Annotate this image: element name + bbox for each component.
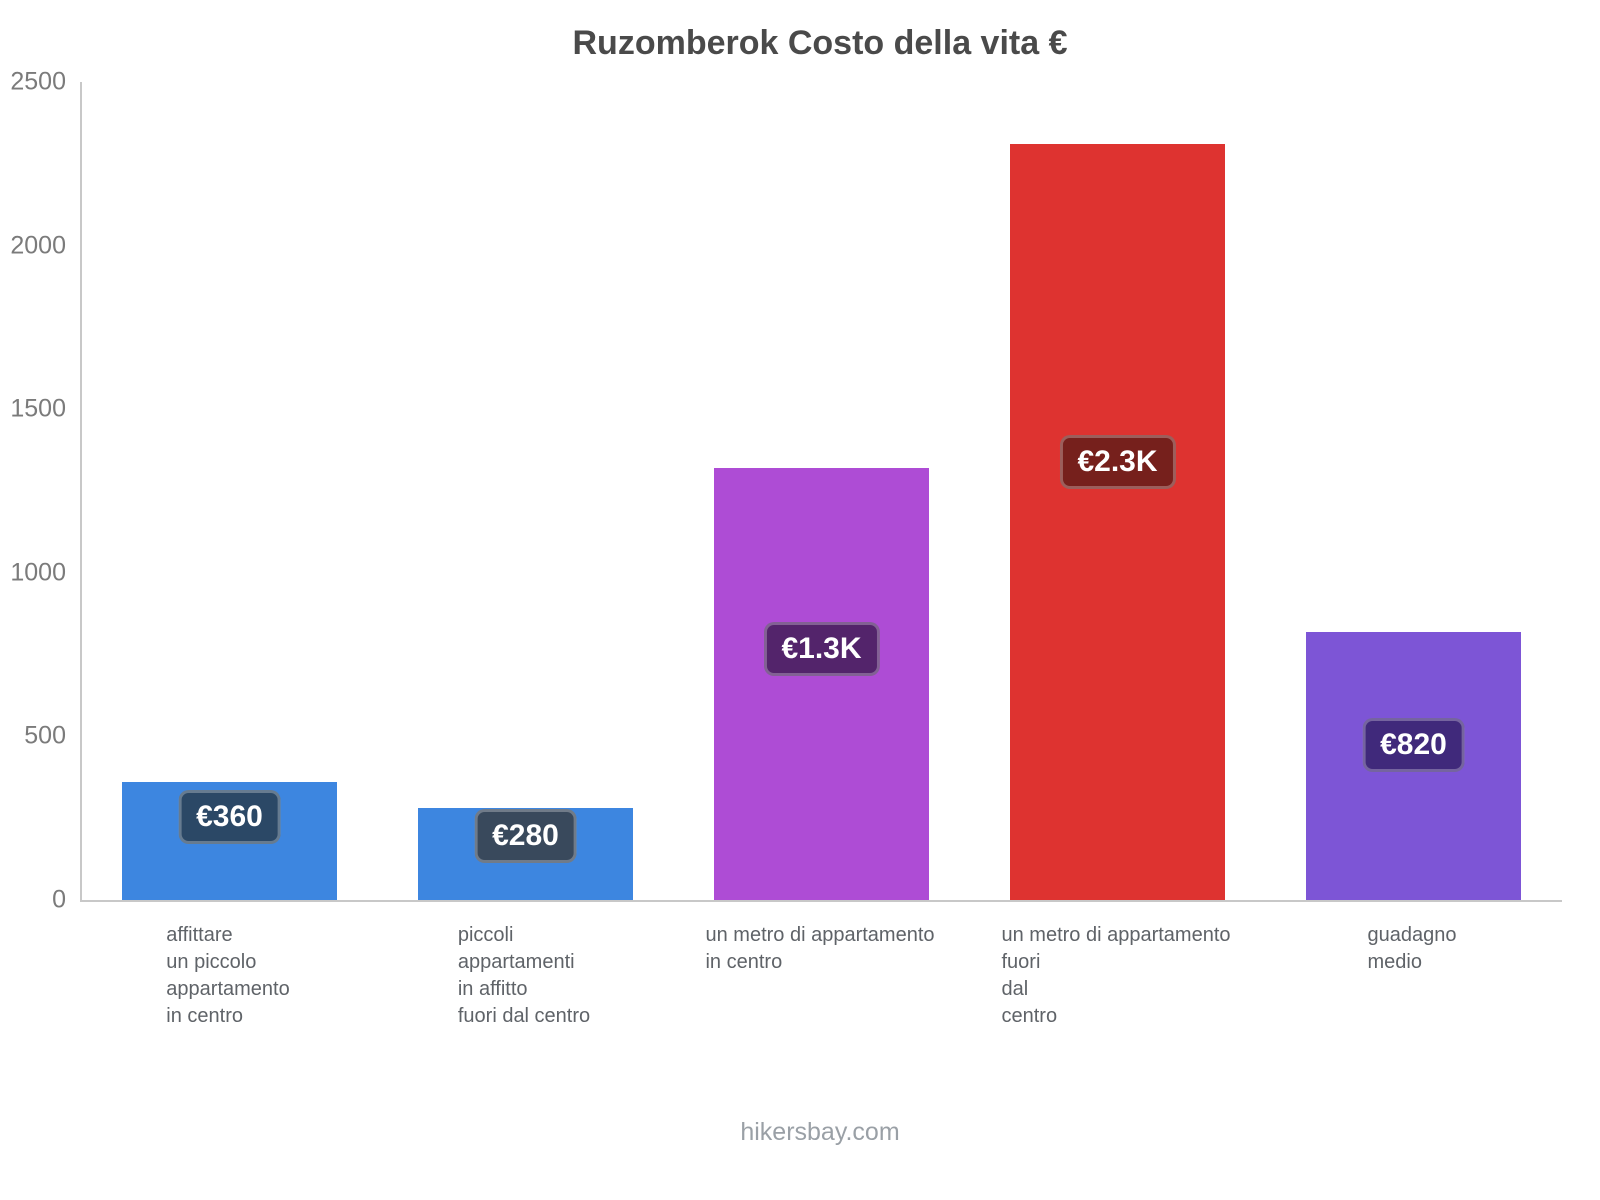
bar-value-badge: €2.3K bbox=[1059, 434, 1176, 489]
x-axis-label: piccoli appartamenti in affitto fuori da… bbox=[457, 924, 591, 1027]
y-axis-tick-label: 1000 bbox=[10, 558, 66, 587]
x-axis-label: un metro di appartamento fuori dal centr… bbox=[1001, 924, 1231, 1027]
bar bbox=[1010, 144, 1225, 900]
x-axis-label: affittare un piccolo appartamento in cen… bbox=[166, 924, 290, 1027]
chart-title: Ruzomberok Costo della vita € bbox=[572, 24, 1068, 62]
bar bbox=[714, 468, 929, 900]
y-axis-tick-label: 1500 bbox=[10, 394, 66, 423]
y-axis-tick-label: 500 bbox=[24, 721, 66, 750]
y-axis bbox=[80, 82, 82, 902]
bar-value-badge: €360 bbox=[178, 790, 281, 845]
watermark: hikersbay.com bbox=[740, 1118, 900, 1146]
bar-value-badge: €280 bbox=[474, 808, 577, 863]
bar-value-badge: €820 bbox=[1362, 717, 1465, 772]
x-axis-label: un metro di appartamento in centro bbox=[705, 924, 935, 973]
y-axis-tick-label: 2500 bbox=[10, 67, 66, 96]
x-axis-label: guadagno medio bbox=[1367, 924, 1457, 973]
y-axis-tick-label: 2000 bbox=[10, 231, 66, 260]
x-axis bbox=[80, 900, 1562, 902]
bar-value-badge: €1.3K bbox=[763, 622, 880, 677]
y-axis-tick-label: 0 bbox=[52, 885, 66, 914]
